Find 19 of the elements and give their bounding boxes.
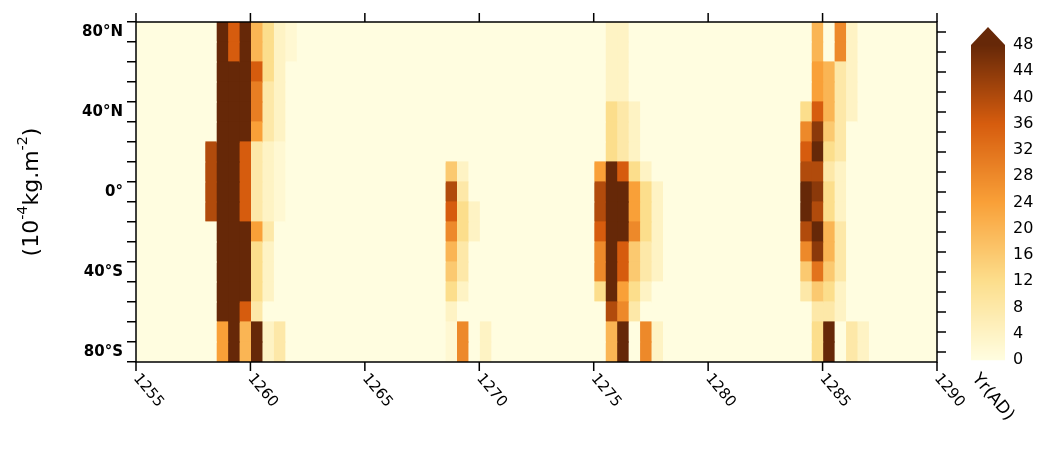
y-axis-title: (10-4kg.m-2)	[13, 127, 43, 257]
color-bar-label: 20	[1013, 217, 1034, 237]
color-bar-label: 28	[1013, 165, 1034, 185]
color-bar-label: 32	[1013, 139, 1034, 159]
y-tick-label: 0°	[105, 181, 123, 200]
color-bar-label: 16	[1013, 244, 1034, 264]
color-bar-label: 44	[1013, 60, 1034, 80]
color-bar-label: 12	[1013, 270, 1034, 290]
color-bar-label: 0	[1013, 349, 1024, 369]
color-bar-label: 8	[1013, 296, 1024, 316]
y-tick-label: 40°S	[83, 261, 123, 280]
color-bar-label: 36	[1013, 112, 1034, 132]
color-bar-label: 48	[1013, 34, 1034, 54]
color-bar-label: 24	[1013, 191, 1034, 211]
y-tick-label: 40°N	[82, 101, 123, 120]
color-bar-label: 4	[1013, 322, 1024, 342]
y-tick-label: 80°N	[82, 21, 123, 40]
color-bar-label: 40	[1013, 86, 1034, 106]
y-tick-label: 80°S	[83, 341, 123, 360]
